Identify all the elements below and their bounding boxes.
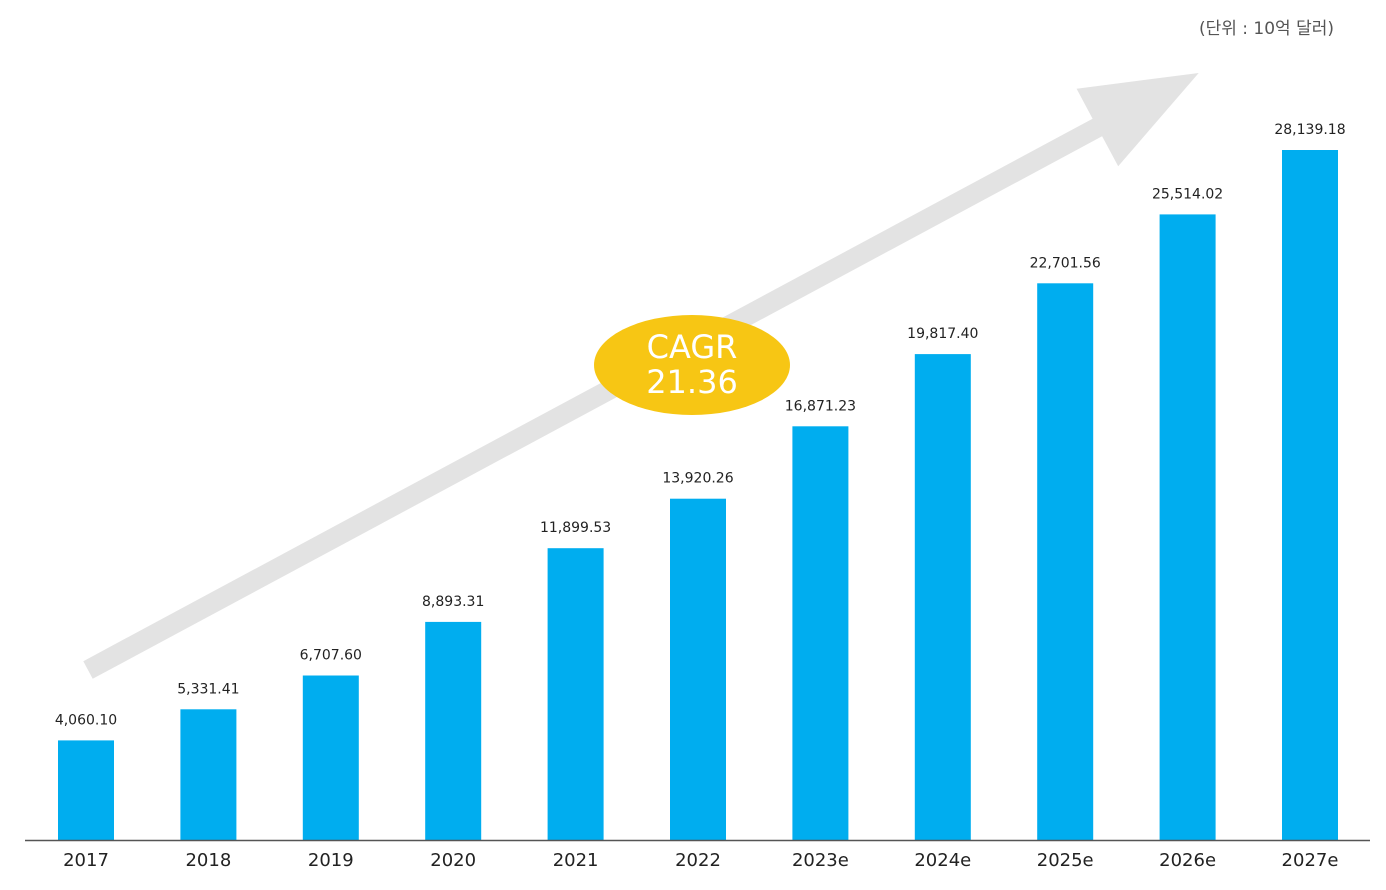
bar-2017 <box>58 740 114 840</box>
bar-2024e <box>914 354 971 840</box>
value-label-2027e: 28,139.18 <box>1274 122 1345 138</box>
x-tick-label-2019: 2019 <box>308 850 354 871</box>
x-tick-label-2024e: 2024e <box>914 850 971 871</box>
bar-2020 <box>425 621 482 840</box>
cagr-badge: CAGR 21.36 <box>594 315 790 415</box>
x-tick-label-2018: 2018 <box>185 850 231 871</box>
bar-2026e <box>1159 214 1216 840</box>
bar-2018 <box>180 709 237 840</box>
value-label-2022: 13,920.26 <box>662 471 733 487</box>
cagr-value: 21.36 <box>646 363 738 401</box>
value-label-2026e: 25,514.02 <box>1152 186 1223 202</box>
value-label-2025e: 22,701.56 <box>1030 255 1101 271</box>
x-tick-label-2017: 2017 <box>63 850 109 871</box>
value-label-2019: 6,707.60 <box>300 648 362 664</box>
bars <box>58 150 1338 840</box>
x-tick-labels: 2017 2018 2019 2020 2021 2022 2023e 2024e 2025e 2… <box>63 850 1338 871</box>
bar-2019 <box>302 675 359 840</box>
value-label-2024e: 19,817.40 <box>907 326 978 342</box>
bar-2022 <box>670 498 726 840</box>
x-tick-label-2027e: 2027e <box>1282 850 1339 871</box>
bar-2025e <box>1037 283 1094 840</box>
bar-2021 <box>547 548 604 840</box>
value-label-2018: 5,331.41 <box>177 681 239 697</box>
value-label-2017: 4,060.10 <box>55 712 117 728</box>
unit-note: (단위 : 10억 달러) <box>1198 19 1334 39</box>
x-tick-label-2022: 2022 <box>675 850 721 871</box>
value-label-2023e: 16,871.23 <box>785 398 856 414</box>
x-tick-label-2021: 2021 <box>553 850 599 871</box>
x-tick-label-2023e: 2023e <box>792 850 849 871</box>
cagr-label: CAGR <box>646 327 738 366</box>
value-label-2021: 11,899.53 <box>540 520 611 536</box>
x-tick-label-2025e: 2025e <box>1037 850 1094 871</box>
x-tick-label-2026e: 2026e <box>1159 850 1216 871</box>
bar-2023e <box>792 426 849 840</box>
bar-2027e <box>1282 150 1338 840</box>
x-tick-label-2020: 2020 <box>430 850 476 871</box>
value-label-2020: 8,893.31 <box>422 594 484 610</box>
value-labels: 4,060.10 5,331.41 6,707.60 8,893.31 11,899.5… <box>55 122 1346 728</box>
